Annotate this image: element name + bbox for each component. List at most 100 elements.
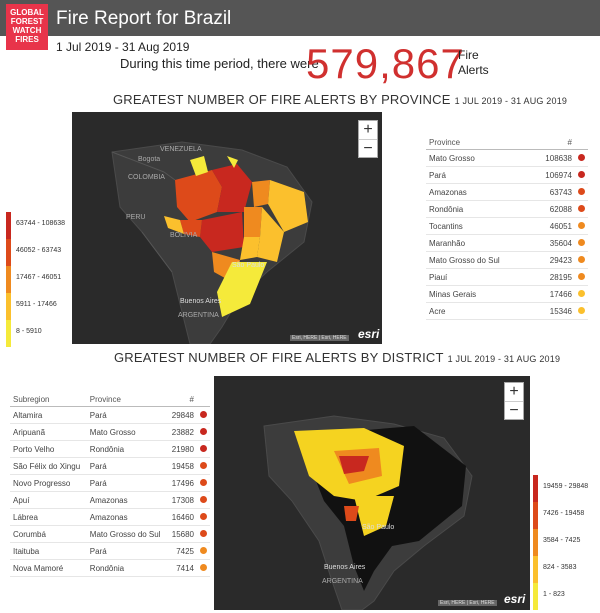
district-dot-cell: [197, 423, 210, 441]
district-subregion: Porto Velho: [10, 440, 87, 458]
province-name: Mato Grosso: [426, 149, 531, 167]
province-table-body: Mato Grosso 108638 Pará 106974 Amazonas 63743…: [426, 149, 588, 320]
table-row: Mato Grosso 108638: [426, 149, 588, 167]
district-count: 17496: [167, 474, 197, 492]
esri-logo[interactable]: esri: [358, 327, 380, 341]
district-dot-cell: [197, 440, 210, 458]
province-dot-cell: [575, 234, 588, 252]
map-label-sao-paulo: São Paulo: [362, 524, 395, 531]
province-count: 29423: [530, 251, 575, 269]
map-attribution[interactable]: Esri, HERE | Esri, HERE: [438, 600, 497, 606]
district-province: Pará: [86, 406, 168, 424]
legend-label: 1 - 823: [543, 591, 565, 598]
district-count: 7425: [167, 542, 197, 560]
severity-dot: [200, 427, 207, 435]
district-province: Amazonas: [86, 508, 168, 526]
map-label-bolivia: BOLIVIA: [170, 232, 198, 239]
district-province: Mato Grosso: [86, 423, 168, 441]
table-row: Itaituba Pará 7425: [10, 542, 210, 560]
province-name: Tocantins: [426, 217, 531, 235]
table-row: Porto Velho Rondônia 21980: [10, 440, 210, 458]
district-province: Rondônia: [86, 440, 168, 458]
severity-dot: [578, 238, 585, 246]
province-count: 106974: [530, 166, 575, 184]
province-dot-cell: [575, 200, 588, 218]
district-subregion: Lábrea: [10, 508, 87, 526]
district-subregion: Corumbá: [10, 525, 87, 543]
zoom-in-button[interactable]: +: [363, 121, 373, 138]
legend-label: 46052 - 63743: [16, 247, 62, 254]
severity-dot: [578, 255, 585, 263]
header-bar: Fire Report for Brazil: [0, 0, 600, 36]
province-name: Maranhão: [426, 234, 531, 252]
brazil-districts-orange-south: [344, 506, 359, 521]
legend-label: 824 - 3583: [543, 564, 577, 571]
map-label-sao-paulo: São Paulo: [232, 262, 265, 269]
zoom-out-button[interactable]: −: [359, 139, 377, 157]
district-title-text: GREATEST NUMBER OF FIRE ALERTS BY DISTRI…: [114, 350, 444, 365]
district-province: Amazonas: [86, 491, 168, 509]
table-header-row: Subregion Province #: [10, 393, 210, 407]
zoom-in-button[interactable]: +: [509, 383, 519, 400]
table-row: Mato Grosso do Sul 29423: [426, 251, 588, 269]
map-label-venezuela: VENEZUELA: [160, 146, 202, 153]
province-dot-cell: [575, 251, 588, 269]
map-label-argentina: ARGENTINA: [322, 578, 363, 585]
severity-dot: [200, 546, 207, 554]
table-row: Rondônia 62088: [426, 200, 588, 218]
district-dot-cell: [197, 474, 210, 492]
col-header-dot: [197, 393, 210, 407]
map-label-buenos-aires: Buenos Aires: [180, 298, 222, 305]
province-name: Mato Grosso do Sul: [426, 251, 531, 269]
province-acre: [164, 216, 184, 234]
legend-swatch: [533, 475, 538, 502]
logo-line: FIRES: [15, 35, 39, 44]
province-count: 28195: [530, 268, 575, 286]
province-count: 46051: [530, 217, 575, 235]
table-row: Tocantins 46051: [426, 217, 588, 235]
district-dot-cell: [197, 457, 210, 475]
legend-swatch: [6, 239, 11, 266]
district-province: Pará: [86, 542, 168, 560]
severity-dot: [578, 272, 585, 280]
logo-line: GLOBAL: [10, 8, 44, 17]
district-map-zoom: + −: [504, 382, 524, 420]
table-row: Maranhão 35604: [426, 234, 588, 252]
map-attribution[interactable]: Esri, HERE | Esri, HERE: [290, 335, 349, 341]
map-label-argentina: ARGENTINA: [178, 312, 219, 319]
table-row: Apuí Amazonas 17308: [10, 491, 210, 509]
table-row: Lábrea Amazonas 16460: [10, 508, 210, 526]
district-province: Pará: [86, 457, 168, 475]
district-count: 23882: [167, 423, 197, 441]
province-amapa: [227, 156, 238, 168]
district-map[interactable]: São Paulo Buenos Aires ARGENTINA + − Esr…: [214, 376, 530, 610]
logo-line: WATCH: [12, 26, 42, 35]
province-name: Pará: [426, 166, 531, 184]
province-name: Acre: [426, 302, 531, 320]
severity-dot: [578, 204, 585, 212]
esri-logo[interactable]: esri: [504, 592, 526, 606]
map-label-colombia: COLOMBIA: [128, 174, 165, 181]
province-map[interactable]: Bogota VENEZUELA COLOMBIA PERU BOLIVIA S…: [72, 112, 382, 344]
zoom-out-button[interactable]: −: [505, 401, 523, 419]
district-count: 17308: [167, 491, 197, 509]
table-row: Novo Progresso Pará 17496: [10, 474, 210, 492]
col-header-subregion: Subregion: [10, 393, 87, 407]
district-subregion: Altamira: [10, 406, 87, 424]
province-south: [217, 262, 267, 317]
table-row: Minas Gerais 17466: [426, 285, 588, 303]
province-maranhao: [252, 180, 270, 207]
table-row: Altamira Pará 29848: [10, 406, 210, 424]
severity-dot: [200, 495, 207, 503]
province-name: Piauí: [426, 268, 531, 286]
col-header-province: Province: [86, 393, 168, 407]
district-count: 29848: [167, 406, 197, 424]
severity-dot: [578, 187, 585, 195]
gfw-fires-logo[interactable]: GLOBAL FOREST WATCH FIRES: [6, 4, 48, 50]
col-header-province: Province: [426, 136, 531, 150]
district-province: Pará: [86, 474, 168, 492]
legend-label: 5911 - 17466: [16, 301, 57, 308]
district-table-body: Altamira Pará 29848 Aripuanã Mato Grosso 2388…: [10, 406, 210, 577]
table-row: Aripuanã Mato Grosso 23882: [10, 423, 210, 441]
province-count: 35604: [530, 234, 575, 252]
